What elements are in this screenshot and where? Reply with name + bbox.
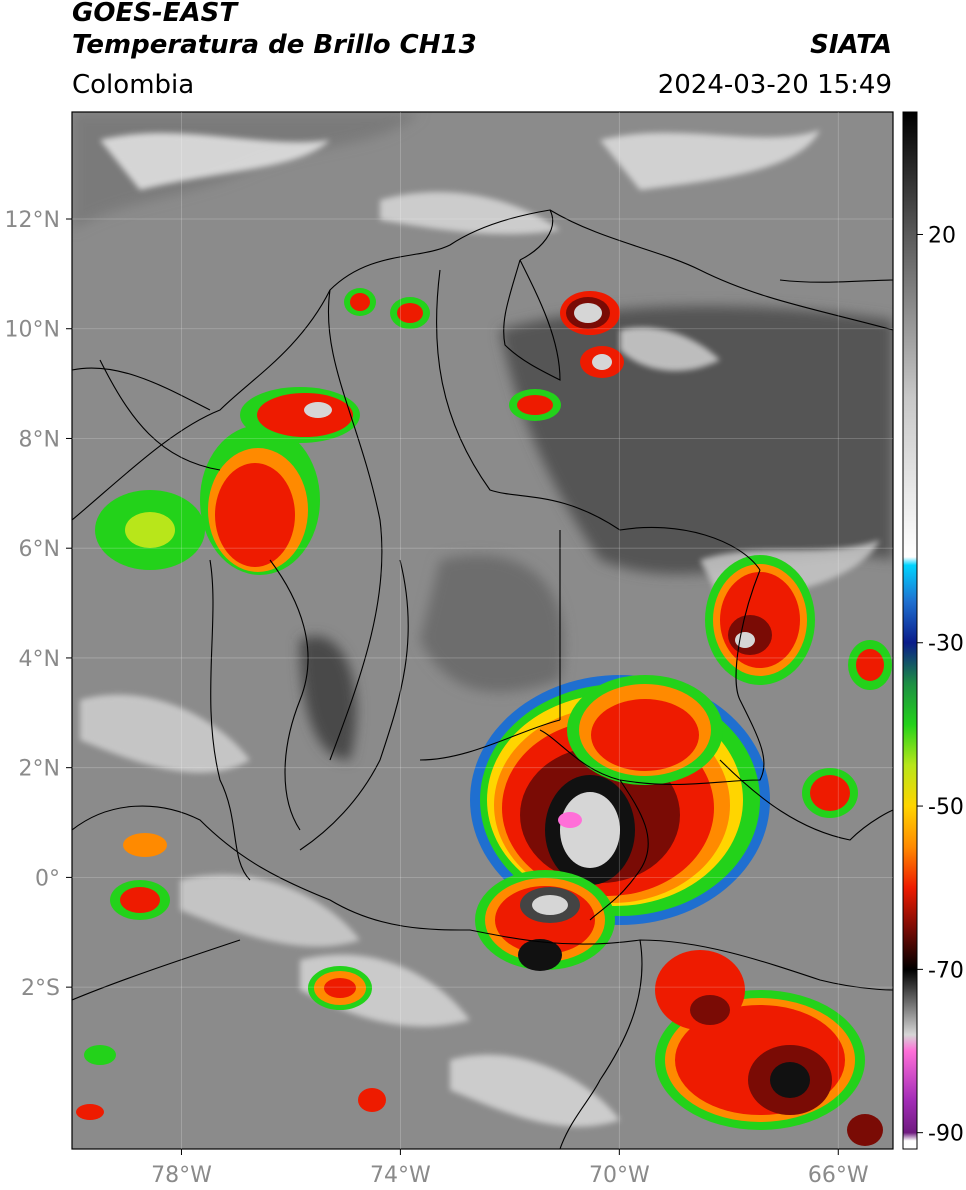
region-label: Colombia	[72, 70, 195, 100]
product-title: Temperatura de Brillo CH13	[72, 30, 477, 60]
map-panel	[72, 112, 893, 1149]
lat-tick-label: 2°N	[19, 757, 60, 782]
lon-tick-label: 70°W	[589, 1163, 650, 1188]
lat-tick-label: 12°N	[5, 208, 60, 233]
storm-cell	[95, 490, 205, 570]
colorbar-tick-label: -50	[928, 795, 964, 820]
colorbar-tick-label: -90	[928, 1122, 964, 1147]
storm-cell	[705, 555, 815, 685]
storm-cell	[200, 387, 360, 575]
datetime-label: 2024-03-20 15:49	[657, 70, 892, 100]
lat-tick-label: 6°N	[19, 537, 60, 562]
lat-tick-label: 4°N	[19, 647, 60, 672]
colorbar-ticks: 20 -30 -50 -70 -90	[917, 223, 964, 1147]
longitude-axis: 78°W 74°W 70°W 66°W	[151, 112, 869, 1188]
satellite-title: GOES-EAST	[72, 0, 238, 28]
storm-cell	[567, 675, 723, 785]
storm-cell	[509, 291, 624, 421]
storm-cell	[475, 870, 615, 971]
storm-cell	[802, 640, 892, 818]
colorbar-tick-label: -70	[928, 958, 964, 983]
convective-storms	[76, 288, 892, 1146]
map-frame	[71, 111, 894, 1150]
lat-tick-label: 8°N	[19, 427, 60, 452]
colorbar-tick-label: -30	[928, 632, 964, 657]
colorbar	[902, 111, 918, 1150]
lat-tick-label: 2°S	[21, 976, 60, 1001]
storm-cell	[76, 833, 883, 1146]
lon-tick-label: 74°W	[370, 1163, 431, 1188]
storm-cell	[344, 288, 430, 329]
storm-cell	[308, 966, 372, 1010]
lat-tick-label: 10°N	[5, 318, 60, 343]
source-label: SIATA	[810, 30, 892, 60]
colorbar-tick-label: 20	[928, 223, 956, 248]
latitude-axis: 12°N 10°N 8°N 6°N 4°N 2°N 0° 2°S	[5, 208, 893, 1001]
lon-tick-label: 66°W	[808, 1163, 869, 1188]
storm-cell	[655, 950, 865, 1130]
lat-tick-label: 0°	[35, 866, 60, 891]
lon-tick-label: 78°W	[151, 1163, 212, 1188]
political-borders	[72, 209, 893, 1149]
